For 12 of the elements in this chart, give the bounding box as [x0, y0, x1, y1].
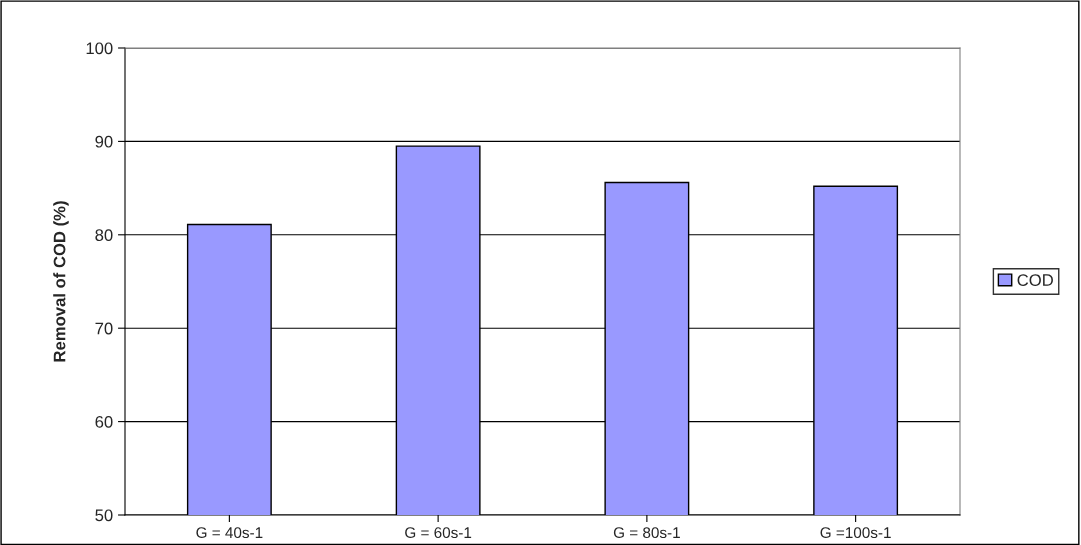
y-axis-title: Removal of COD (%) — [53, 201, 69, 362]
x-tick-label: G =100s-1 — [820, 527, 891, 539]
x-tick-label: G = 40s-1 — [196, 527, 263, 539]
y-tick-label: 70 — [95, 322, 113, 335]
y-tick-label: 90 — [95, 135, 113, 148]
y-tick-label: 60 — [95, 416, 113, 428]
legend-label: COD — [1017, 274, 1053, 286]
x-tick-label: G = 80s-1 — [613, 527, 680, 539]
y-tick-label: 80 — [95, 229, 113, 241]
y-tick-label: 100 — [86, 42, 113, 55]
y-tick-label: 50 — [95, 509, 113, 522]
x-tick-label: G = 60s-1 — [405, 527, 472, 539]
